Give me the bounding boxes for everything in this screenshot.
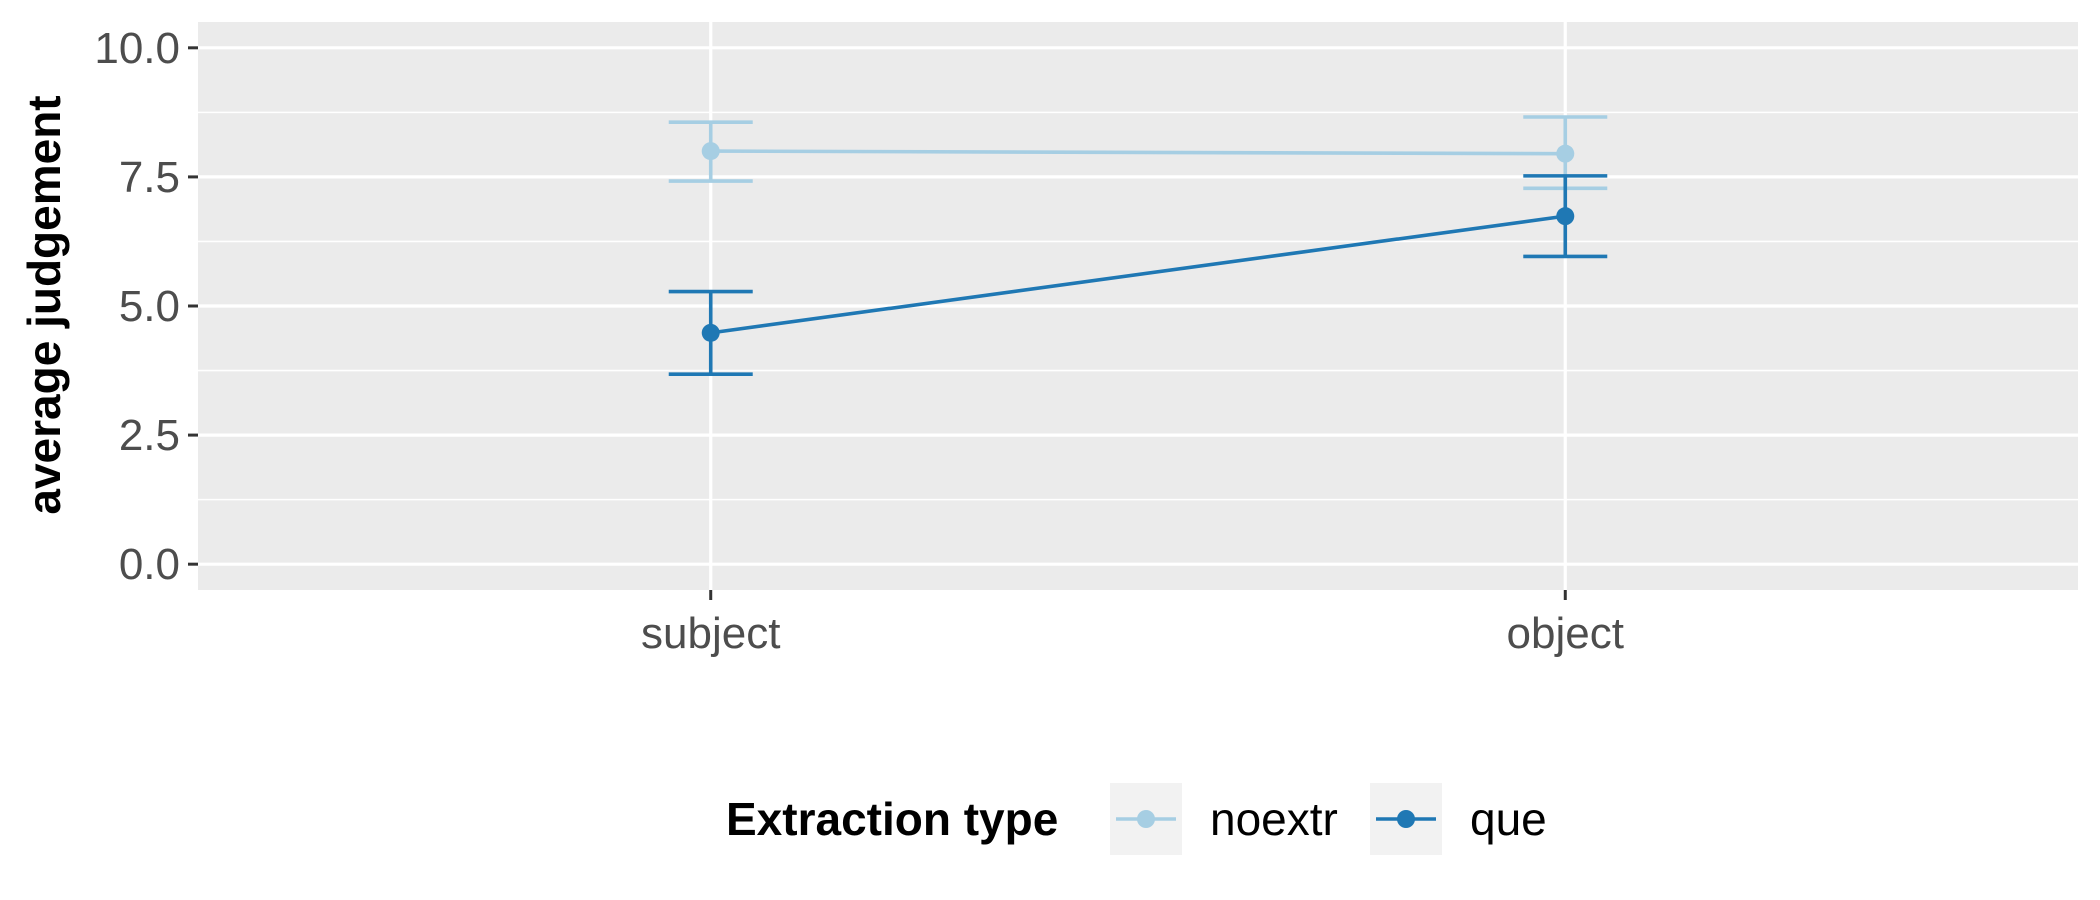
- y-axis-title: average judgement: [18, 95, 70, 514]
- legend-label: que: [1470, 793, 1547, 845]
- series-line: [710, 214, 1566, 335]
- legend-label: noextr: [1210, 793, 1338, 845]
- series-noextr: [668, 115, 1608, 191]
- data-point: [701, 142, 720, 161]
- y-tick-label: 10.0: [94, 24, 180, 73]
- y-tick-label: 0.0: [119, 540, 180, 589]
- data-point: [1556, 144, 1575, 163]
- minor-gridlines: [198, 111, 2078, 501]
- x-tick-label: subject: [641, 609, 780, 658]
- data-point: [701, 323, 720, 342]
- series-layer: [668, 115, 1608, 376]
- legend-key-point: [1397, 810, 1415, 828]
- y-tick-label: 7.5: [119, 153, 180, 202]
- legend-key-point: [1137, 810, 1155, 828]
- y-axis: 0.0 2.5 5.0 7.5 10.0: [94, 24, 198, 589]
- y-tick-label: 5.0: [119, 282, 180, 331]
- x-axis: subject object: [641, 590, 1624, 658]
- legend-item-que: que: [1370, 783, 1547, 855]
- series-que: [668, 174, 1608, 376]
- y-tick-label: 2.5: [119, 411, 180, 460]
- series-line: [710, 149, 1566, 156]
- data-point: [1556, 207, 1575, 226]
- x-tick-label: object: [1507, 609, 1624, 658]
- legend: Extraction type noextr que: [726, 783, 1547, 855]
- legend-item-noextr: noextr: [1110, 783, 1338, 855]
- legend-title: Extraction type: [726, 793, 1058, 845]
